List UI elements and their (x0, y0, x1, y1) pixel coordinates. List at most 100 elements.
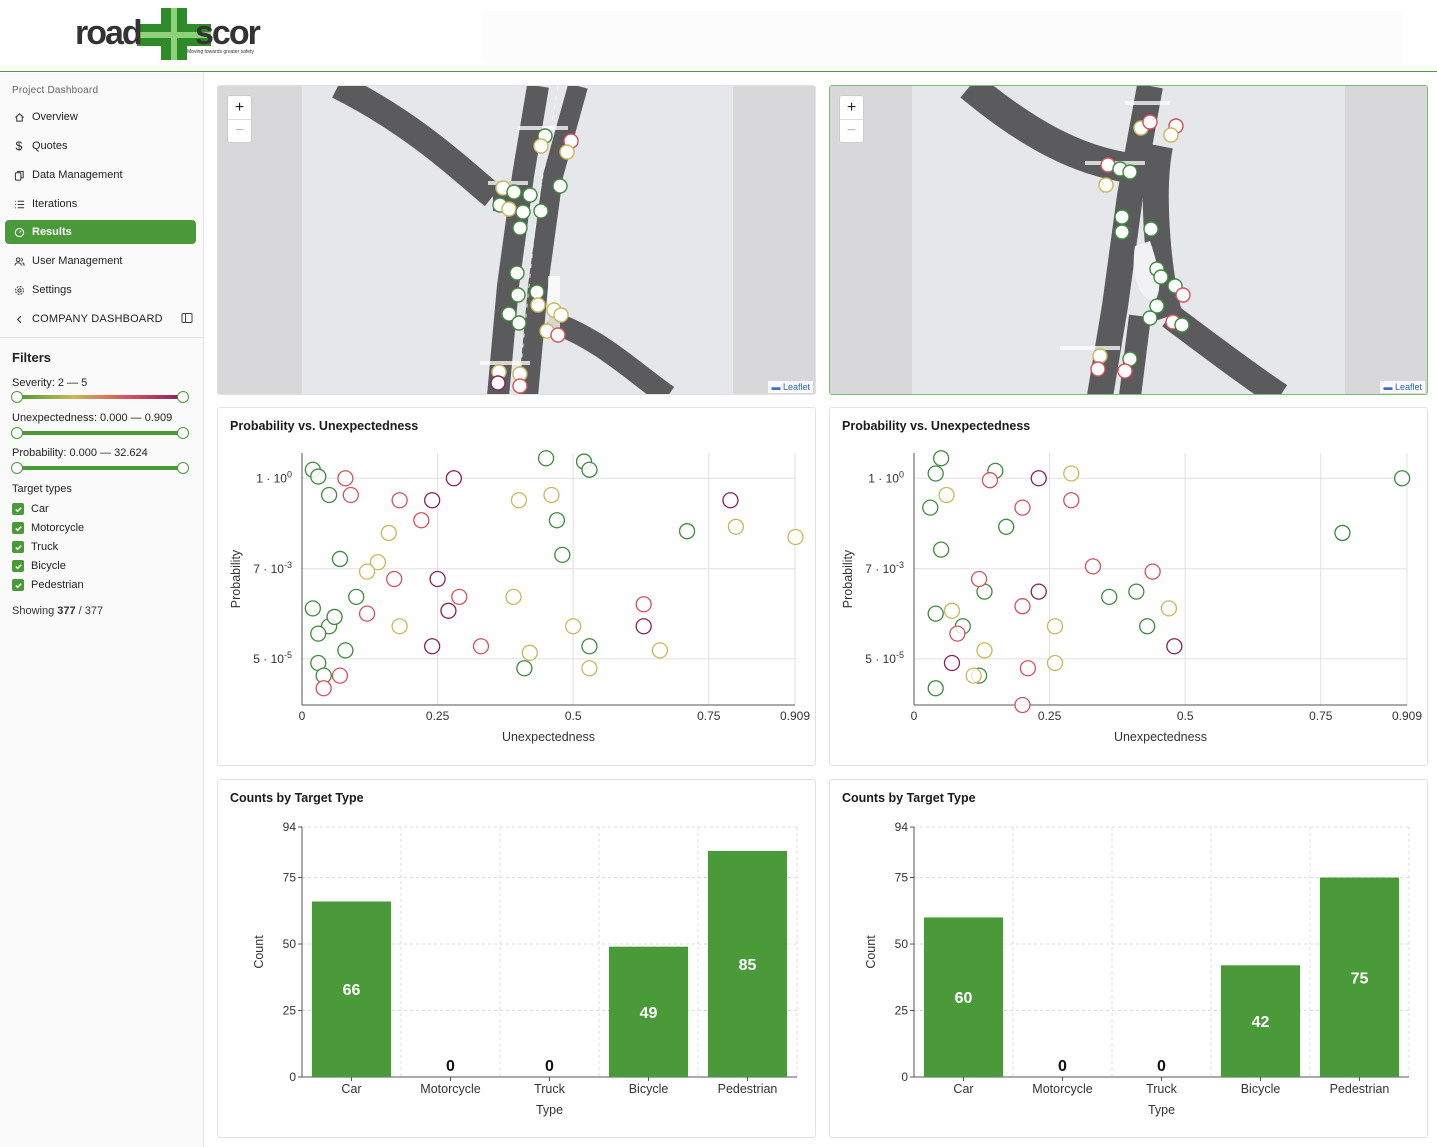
scatter-point-car[interactable] (1393, 470, 1411, 487)
scatter-point-pedestrian[interactable] (1144, 563, 1161, 580)
scatter-point-car[interactable] (998, 518, 1015, 535)
scatter-point-car[interactable] (1101, 588, 1118, 606)
map-marker-motorcycle[interactable] (490, 375, 506, 391)
scatter-point-car[interactable] (927, 605, 944, 622)
checkmark-icon[interactable] (12, 541, 24, 553)
map-marker-car[interactable] (515, 204, 531, 220)
scatter-point-pedestrian[interactable] (1014, 598, 1031, 615)
checkbox-truck[interactable]: Truck (12, 539, 58, 555)
checkmark-icon[interactable] (12, 503, 24, 515)
checkmark-icon[interactable] (12, 522, 24, 534)
scatter-point-car[interactable] (537, 450, 555, 467)
scatter-point-bicycle[interactable] (1160, 600, 1178, 617)
map-marker-pedestrian[interactable] (1117, 363, 1133, 379)
scatter-point-bicycle[interactable] (938, 486, 955, 504)
map-marker-pedestrian[interactable] (1090, 361, 1106, 377)
zoom-in-button[interactable]: + (234, 98, 245, 116)
sidebar-item-results[interactable]: Results (5, 220, 196, 244)
leaflet-attribution[interactable]: ▬ Leaflet (1380, 381, 1425, 393)
zoom-out-button[interactable]: − (840, 119, 863, 142)
map-marker-car[interactable] (1143, 221, 1159, 237)
scatter-point-car[interactable] (678, 523, 696, 540)
sidebar-item-data-management[interactable]: Data Management (5, 163, 196, 187)
map-marker-car[interactable] (529, 284, 545, 300)
scatter-point-motorcycle[interactable] (424, 638, 441, 655)
severity-min-handle[interactable] (11, 391, 23, 403)
bar[interactable] (608, 946, 689, 1077)
scatter-point-car[interactable] (548, 512, 566, 529)
checkbox-bicycle[interactable]: Bicycle (12, 558, 66, 574)
scatter-point-bicycle[interactable] (581, 660, 598, 677)
scatter-point-bicycle[interactable] (727, 518, 745, 535)
scatter-point-motorcycle[interactable] (445, 470, 463, 487)
scatter-point-bicycle[interactable] (391, 618, 408, 635)
company-dashboard-link[interactable]: COMPANY DASHBOARD (5, 307, 175, 331)
map-marker-car[interactable] (533, 203, 549, 219)
map-marker-car[interactable] (1142, 310, 1158, 326)
scatter-point-car[interactable] (320, 486, 338, 504)
zoom-in-button[interactable]: + (846, 98, 857, 116)
map-marker-pedestrian[interactable] (512, 378, 528, 394)
checkbox-pedestrian[interactable]: Pedestrian (12, 577, 84, 593)
map-marker-car[interactable] (506, 184, 522, 200)
scatter-point-bicycle[interactable] (369, 554, 387, 571)
scatter-point-pedestrian[interactable] (635, 596, 652, 613)
scatter-point-bicycle[interactable] (976, 642, 993, 659)
map-marker-car[interactable] (1174, 317, 1190, 333)
scatter-point-pedestrian[interactable] (949, 625, 966, 642)
map-marker-bicycle[interactable] (553, 307, 569, 323)
leaflet-attribution[interactable]: ▬ Leaflet (768, 381, 813, 393)
scatter-point-pedestrian[interactable] (391, 492, 408, 509)
scatter-point-motorcycle[interactable] (440, 602, 457, 619)
scatter-point-bicycle[interactable] (965, 667, 982, 684)
scatter-point-pedestrian[interactable] (315, 680, 332, 697)
scatter-point-car[interactable] (310, 625, 327, 642)
sidebar-item-settings[interactable]: Settings (5, 278, 196, 302)
map-right[interactable]: + − ▬ Leaflet (829, 85, 1428, 395)
severity-max-handle[interactable] (177, 391, 189, 403)
scatter-point-car[interactable] (337, 642, 354, 659)
scatter-point-bicycle[interactable] (358, 563, 376, 580)
scatter-point-motorcycle[interactable] (943, 654, 961, 672)
scatter-point-bicycle[interactable] (943, 602, 961, 619)
bar[interactable] (1220, 965, 1301, 1077)
map-marker-bicycle[interactable] (1098, 177, 1114, 193)
bar[interactable] (707, 850, 788, 1077)
bar[interactable] (1319, 877, 1400, 1077)
scatter-point-pedestrian[interactable] (970, 570, 988, 588)
scatter-point-motorcycle[interactable] (1030, 470, 1047, 487)
checkbox-motorcycle[interactable]: Motorcycle (12, 520, 84, 536)
scatter-point-bicycle[interactable] (510, 492, 528, 509)
scatter-point-pedestrian[interactable] (1063, 492, 1080, 509)
scatter-point-pedestrian[interactable] (981, 472, 999, 489)
scatter-point-car[interactable] (1128, 583, 1145, 600)
scatter-point-car[interactable] (326, 608, 343, 626)
bar[interactable] (311, 901, 392, 1077)
map-marker-bicycle[interactable] (559, 144, 575, 160)
map-marker-bicycle[interactable] (1092, 348, 1108, 364)
sidebar-item-quotes[interactable]: $ Quotes (5, 134, 196, 158)
unexpectedness-max-handle[interactable] (177, 427, 189, 439)
scatter-point-car[interactable] (581, 638, 598, 655)
scatter-point-car[interactable] (516, 660, 533, 677)
scatter-point-car[interactable] (581, 461, 598, 478)
scatter-point-bicycle[interactable] (505, 588, 522, 606)
zoom-out-button[interactable]: − (228, 119, 251, 142)
map-marker-bicycle[interactable] (533, 138, 549, 154)
scatter-point-car[interactable] (1139, 618, 1156, 635)
map-marker-car[interactable] (1114, 209, 1130, 225)
map-marker-car[interactable] (512, 220, 528, 236)
scatter-point-bicycle[interactable] (380, 524, 397, 542)
scatter-point-pedestrian[interactable] (413, 512, 430, 529)
scatter-point-car[interactable] (331, 550, 349, 568)
map-marker-car[interactable] (1149, 298, 1165, 314)
sidebar-collapse-icon[interactable] (181, 312, 193, 324)
map-marker-pedestrian[interactable] (1175, 287, 1191, 303)
scatter-point-bicycle[interactable] (1046, 654, 1064, 672)
scatter-point-car[interactable] (927, 465, 944, 482)
scatter-point-pedestrian[interactable] (1014, 499, 1031, 516)
scatter-point-motorcycle[interactable] (722, 492, 739, 509)
scatter-point-car[interactable] (310, 468, 327, 485)
sidebar-item-user-management[interactable]: User Management (5, 249, 196, 273)
map-marker-car[interactable] (552, 178, 568, 194)
